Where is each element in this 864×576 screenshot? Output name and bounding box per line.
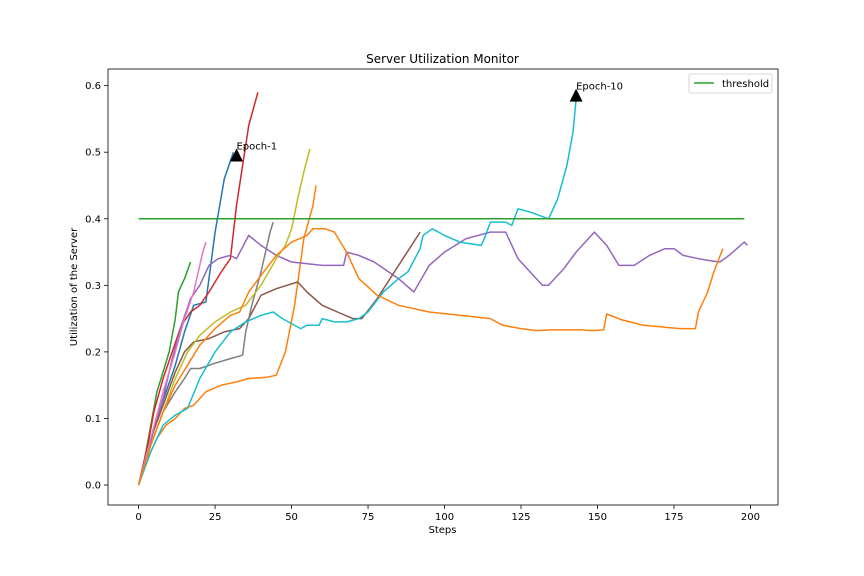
y-axis: 0.0 0.1 0.2 0.3 0.4 0.5 0.6 <box>85 81 108 492</box>
chart-title: Server Utilization Monitor <box>366 52 519 66</box>
annotation-label-1: Epoch-1 <box>236 142 277 153</box>
series-line-2 <box>137 185 317 486</box>
y-tick-label: 0.4 <box>85 214 101 225</box>
series-line-8 <box>137 221 274 486</box>
x-tick-label: 200 <box>741 512 760 523</box>
y-tick-label: 0.6 <box>85 81 101 92</box>
y-tick-label: 0.5 <box>85 148 101 159</box>
series-line-5 <box>137 231 748 486</box>
x-tick-label: 175 <box>664 512 683 523</box>
y-tick-label: 0.1 <box>85 414 101 425</box>
x-axis: 0 25 50 75 100 125 150 175 200 <box>135 505 760 523</box>
legend-frame <box>688 73 773 94</box>
x-tick-label: 0 <box>135 512 141 523</box>
x-tick-label: 75 <box>362 512 375 523</box>
plot-frame <box>107 68 779 506</box>
legend-threshold-label: threshold <box>722 79 769 90</box>
y-tick-label: 0.0 <box>85 481 101 492</box>
series-line-7 <box>137 241 207 486</box>
series-line-4 <box>137 92 259 486</box>
y-tick-label: 0.2 <box>85 347 101 358</box>
annotation-label-2: Epoch-10 <box>576 82 623 93</box>
y-tick-label: 0.3 <box>85 281 101 292</box>
series-line-11 <box>137 228 724 486</box>
x-tick-label: 25 <box>209 512 222 523</box>
x-tick-label: 125 <box>511 512 530 523</box>
series-line-10 <box>137 98 577 486</box>
series-layer <box>137 92 748 486</box>
x-tick-label: 150 <box>588 512 607 523</box>
series-line-9 <box>137 148 311 486</box>
x-tick-label: 50 <box>285 512 298 523</box>
y-axis-label: Utilization of the Server <box>69 227 80 346</box>
x-axis-label: Steps <box>429 525 457 536</box>
annotation-layer: Epoch-1 Epoch-10 <box>229 82 623 162</box>
x-tick-label: 100 <box>435 512 454 523</box>
annotation-marker-1 <box>229 148 243 162</box>
annotation-marker-2 <box>569 88 583 102</box>
legend: threshold <box>688 73 773 94</box>
